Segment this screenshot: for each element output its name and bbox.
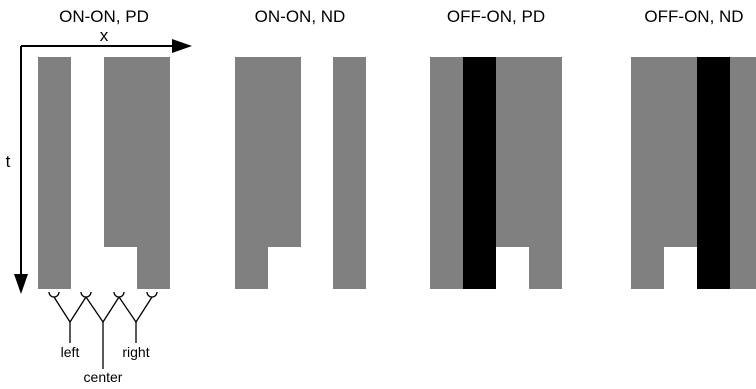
wire-left-b xyxy=(69,296,87,323)
stimulus-off-bar xyxy=(463,57,496,289)
stimulus-left-bar xyxy=(38,57,71,289)
wire-left-a xyxy=(53,296,71,323)
panel-title-on-on-pd: ON-ON, PD xyxy=(59,7,149,26)
receptor-cup-4 xyxy=(146,291,158,298)
wire-right-b xyxy=(135,296,153,323)
t-axis-arrowhead xyxy=(14,274,28,294)
stimulus-right-bar xyxy=(333,57,366,289)
detector-label-left: left xyxy=(61,344,80,360)
axes: x t xyxy=(6,26,192,294)
wire-center-a xyxy=(85,296,104,323)
panel-title-off-on-nd: OFF-ON, ND xyxy=(644,7,743,26)
panel-title-on-on-nd: ON-ON, ND xyxy=(255,7,346,26)
stimulus-right-bar xyxy=(730,57,756,289)
stimulus-left-bar xyxy=(631,57,697,247)
stimulus-off-bar xyxy=(697,57,730,289)
stimulus-right-bar xyxy=(104,57,170,247)
panel-off-on-pd xyxy=(430,57,562,289)
wire-center-b xyxy=(102,296,120,323)
stimulus-right-bar-tail xyxy=(137,247,170,289)
stimulus-left-bar xyxy=(235,57,301,247)
stimulus-right-bar xyxy=(496,57,562,247)
panel-on-on-nd xyxy=(235,57,366,289)
t-axis-label: t xyxy=(6,152,11,171)
receptor-cup-2 xyxy=(80,291,92,298)
x-axis-arrowhead xyxy=(172,39,192,53)
panel-off-on-nd xyxy=(631,57,756,289)
detector-label-center: center xyxy=(84,369,123,385)
stimulus-left-bar-tail xyxy=(235,247,268,289)
stimulus-right-bar-tail xyxy=(529,247,562,289)
panel-title-off-on-pd: OFF-ON, PD xyxy=(447,7,545,26)
detector-wiring xyxy=(48,291,158,369)
panel-on-on-pd xyxy=(38,57,170,289)
wire-right-a xyxy=(118,296,137,323)
stimulus-left-bar-tail xyxy=(631,247,664,289)
receptor-cup-1 xyxy=(48,291,60,298)
detector-label-right: right xyxy=(122,344,149,360)
stimulus-left-bar xyxy=(430,57,463,289)
x-axis-label: x xyxy=(100,26,109,45)
receptor-cup-3 xyxy=(113,291,125,298)
